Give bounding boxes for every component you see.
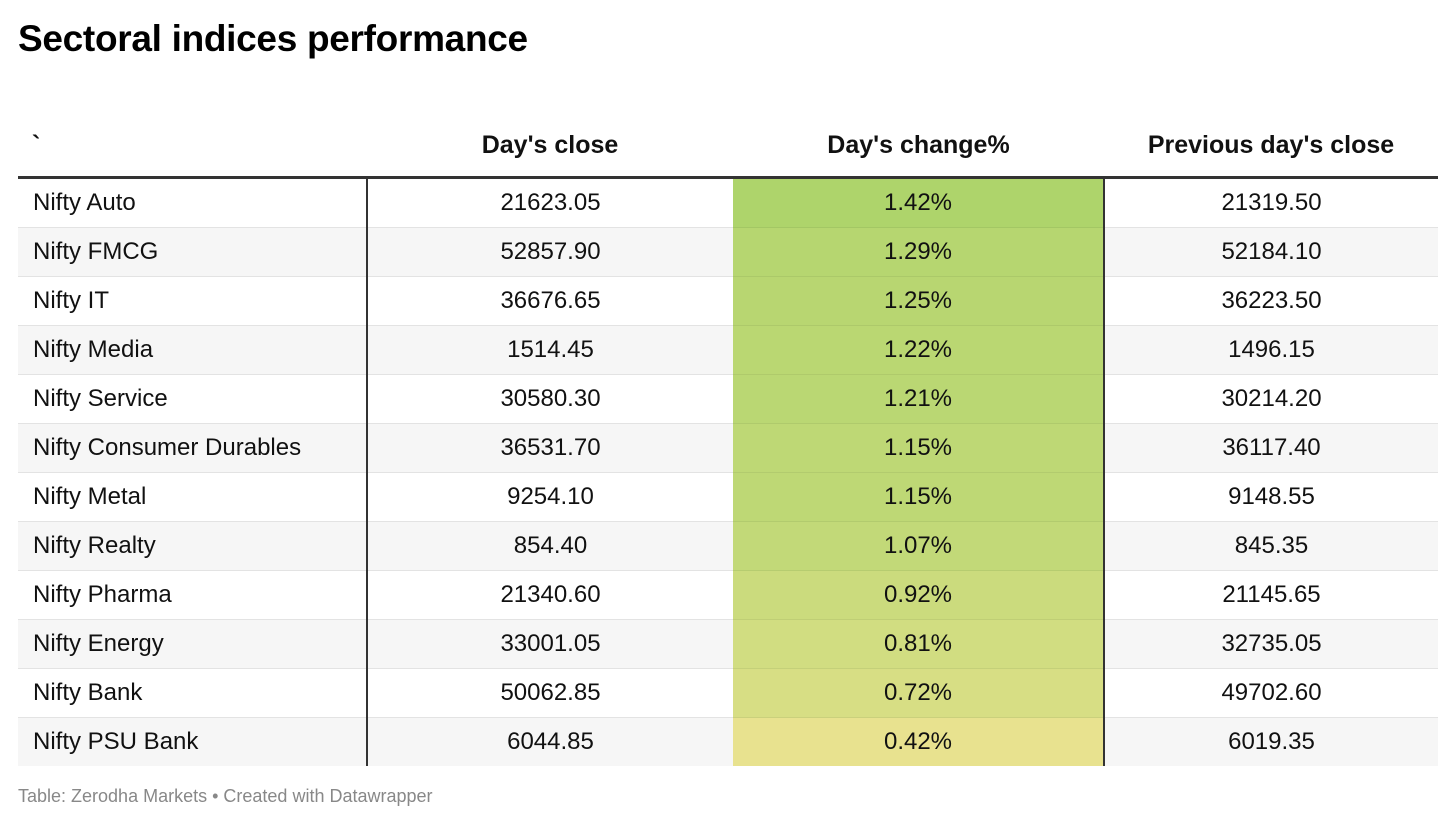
footer-source: Table: Zerodha Markets <box>18 786 208 806</box>
days-change-cell: 1.42% <box>733 177 1105 228</box>
sectoral-indices-table: ` Day's close Day's change% Previous day… <box>18 100 1438 766</box>
previous-close-cell: 845.35 <box>1104 521 1438 571</box>
chart-title: Sectoral indices performance <box>18 18 528 59</box>
table-row: Nifty FMCG 52857.90 1.29% 52184.10 <box>18 227 1438 277</box>
days-change-cell: 0.81% <box>733 619 1105 669</box>
days-close-cell: 33001.05 <box>367 619 733 669</box>
days-close-cell: 6044.85 <box>367 717 733 766</box>
days-change-cell: 1.29% <box>733 227 1105 277</box>
index-name-cell: Nifty Auto <box>18 177 368 228</box>
index-name-cell: Nifty IT <box>18 276 368 326</box>
column-header-days-change[interactable]: Day's change% <box>733 100 1104 179</box>
table-row: Nifty Metal 9254.10 1.15% 9148.55 <box>18 472 1438 522</box>
footer-credit: Created with Datawrapper <box>223 786 433 806</box>
table-row: Nifty Energy 33001.05 0.81% 32735.05 <box>18 619 1438 669</box>
table-row: Nifty Auto 21623.05 1.42% 21319.50 <box>18 177 1438 228</box>
days-change-cell: 1.21% <box>733 374 1105 424</box>
index-name-cell: Nifty Energy <box>18 619 368 669</box>
table-row: Nifty Pharma 21340.60 0.92% 21145.65 <box>18 570 1438 620</box>
previous-close-cell: 9148.55 <box>1104 472 1438 522</box>
days-close-cell: 9254.10 <box>367 472 733 522</box>
days-change-cell: 1.22% <box>733 325 1105 375</box>
table-header-row: ` Day's close Day's change% Previous day… <box>18 100 1438 179</box>
days-close-cell: 36676.65 <box>367 276 733 326</box>
days-close-cell: 854.40 <box>367 521 733 571</box>
days-change-cell: 0.72% <box>733 668 1105 718</box>
table-row: Nifty Media 1514.45 1.22% 1496.15 <box>18 325 1438 375</box>
chart-footer: Table: Zerodha Markets • Created with Da… <box>18 786 433 807</box>
days-close-cell: 30580.30 <box>367 374 733 424</box>
index-name-cell: Nifty Metal <box>18 472 368 522</box>
days-close-cell: 36531.70 <box>367 423 733 473</box>
previous-close-cell: 49702.60 <box>1104 668 1438 718</box>
table-row: Nifty Realty 854.40 1.07% 845.35 <box>18 521 1438 571</box>
index-name-cell: Nifty Service <box>18 374 368 424</box>
index-name-cell: Nifty PSU Bank <box>18 717 368 766</box>
days-close-cell: 1514.45 <box>367 325 733 375</box>
days-close-cell: 52857.90 <box>367 227 733 277</box>
footer-separator: • <box>207 786 224 806</box>
table-row: Nifty Consumer Durables 36531.70 1.15% 3611… <box>18 423 1438 473</box>
previous-close-cell: 6019.35 <box>1104 717 1438 766</box>
previous-close-cell: 36117.40 <box>1104 423 1438 473</box>
index-name-cell: Nifty Realty <box>18 521 368 571</box>
previous-close-cell: 30214.20 <box>1104 374 1438 424</box>
previous-close-cell: 21319.50 <box>1104 177 1438 228</box>
days-close-cell: 50062.85 <box>367 668 733 718</box>
table-row: Nifty IT 36676.65 1.25% 36223.50 <box>18 276 1438 326</box>
index-name-cell: Nifty Bank <box>18 668 368 718</box>
days-change-cell: 1.15% <box>733 423 1105 473</box>
days-change-cell: 1.15% <box>733 472 1105 522</box>
days-change-cell: 0.92% <box>733 570 1105 620</box>
days-close-cell: 21340.60 <box>367 570 733 620</box>
table-body: Nifty Auto 21623.05 1.42% 21319.50 Nifty FMC… <box>18 177 1438 766</box>
previous-close-cell: 52184.10 <box>1104 227 1438 277</box>
previous-close-cell: 36223.50 <box>1104 276 1438 326</box>
days-change-cell: 1.07% <box>733 521 1105 571</box>
table-row: Nifty PSU Bank 6044.85 0.42% 6019.35 <box>18 717 1438 766</box>
table-row: Nifty Service 30580.30 1.21% 30214.20 <box>18 374 1438 424</box>
column-header-index[interactable]: ` <box>18 100 367 179</box>
index-name-cell: Nifty FMCG <box>18 227 368 277</box>
index-name-cell: Nifty Consumer Durables <box>18 423 368 473</box>
days-change-cell: 0.42% <box>733 717 1105 766</box>
days-close-cell: 21623.05 <box>367 177 733 228</box>
previous-close-cell: 1496.15 <box>1104 325 1438 375</box>
previous-close-cell: 21145.65 <box>1104 570 1438 620</box>
index-name-cell: Nifty Pharma <box>18 570 368 620</box>
table-row: Nifty Bank 50062.85 0.72% 49702.60 <box>18 668 1438 718</box>
previous-close-cell: 32735.05 <box>1104 619 1438 669</box>
index-name-cell: Nifty Media <box>18 325 368 375</box>
column-header-days-close[interactable]: Day's close <box>367 100 733 179</box>
days-change-cell: 1.25% <box>733 276 1105 326</box>
column-header-previous-close[interactable]: Previous day's close <box>1104 100 1438 179</box>
